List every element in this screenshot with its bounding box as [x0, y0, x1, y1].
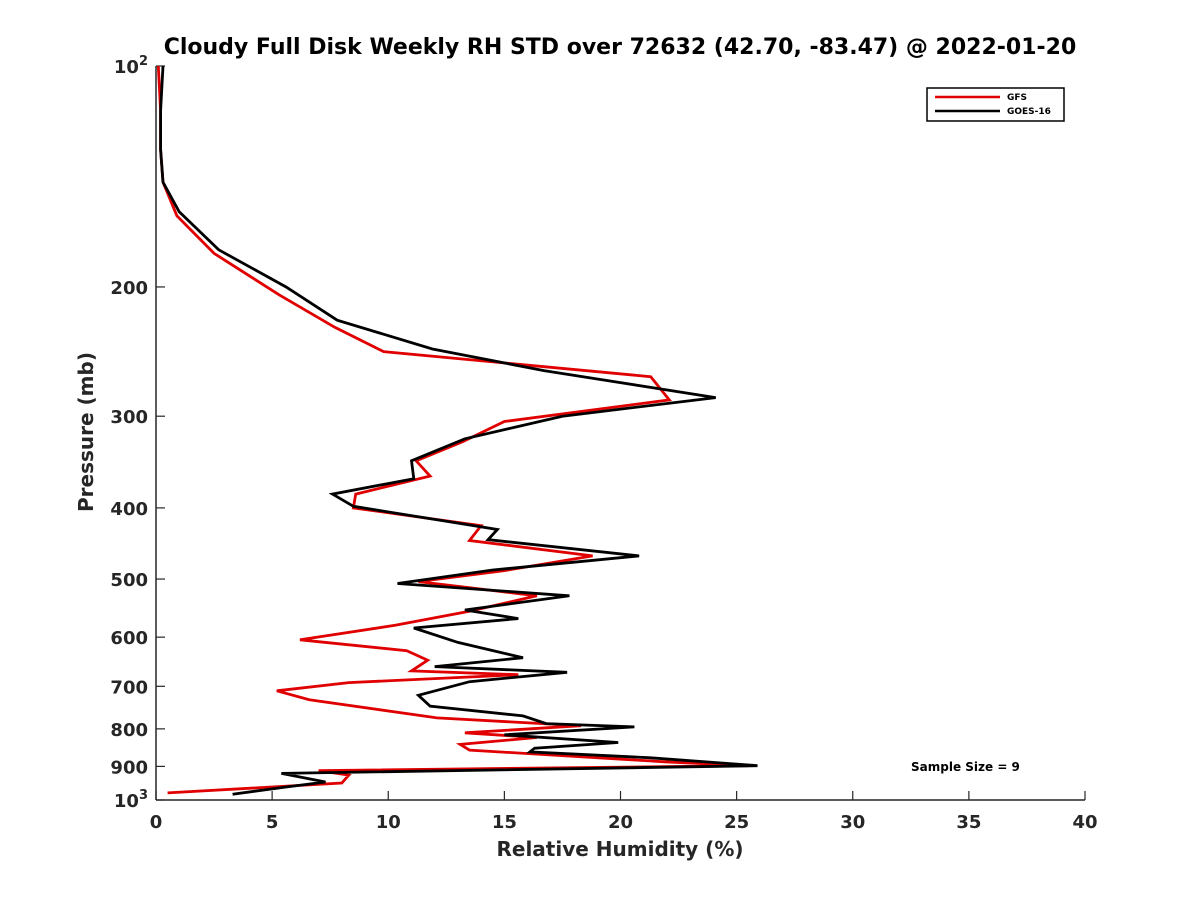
y-tick-label: 200	[110, 278, 148, 299]
x-tick-label: 15	[492, 812, 517, 833]
x-tick-label: 0	[150, 812, 163, 833]
x-axis-label: Relative Humidity (%)	[496, 837, 743, 861]
chart-title: Cloudy Full Disk Weekly RH STD over 7263…	[164, 35, 1077, 60]
legend-label-gfs: GFS	[1007, 93, 1027, 103]
x-tick-label: 25	[724, 812, 749, 833]
y-tick-label: 800	[110, 720, 148, 741]
x-tick-label: 35	[956, 812, 981, 833]
x-tick-label: 5	[266, 812, 279, 833]
sample-size-annotation: Sample Size = 9	[911, 760, 1020, 774]
y-tick-label: 103	[114, 788, 148, 812]
y-tick-label: 700	[110, 677, 148, 698]
series-line-gfs	[156, 65, 749, 795]
legend-box	[926, 87, 1065, 122]
x-tick-label: 40	[1072, 812, 1097, 833]
y-tick-label: 900	[110, 757, 148, 778]
x-tick-label: 20	[608, 812, 633, 833]
y-tick-label: 500	[110, 570, 148, 591]
x-tick-label: 10	[376, 812, 401, 833]
series-line-goes16	[159, 65, 758, 796]
y-tick-label: 400	[110, 499, 148, 520]
legend: GFS GOES-16	[926, 87, 1065, 122]
x-tick-label: 30	[840, 812, 865, 833]
y-axis-label: Pressure (mb)	[74, 352, 98, 512]
legend-label-goes16: GOES-16	[1007, 107, 1051, 117]
y-tick-label: 102	[114, 54, 148, 78]
y-tick-label: 600	[110, 628, 148, 649]
y-tick-label: 300	[110, 407, 148, 428]
axes-frame: 0 5 10 15 20 25 30 35 40 102 200 300 400 500 600 700 800…	[110, 54, 1097, 833]
series-layer	[156, 65, 758, 796]
